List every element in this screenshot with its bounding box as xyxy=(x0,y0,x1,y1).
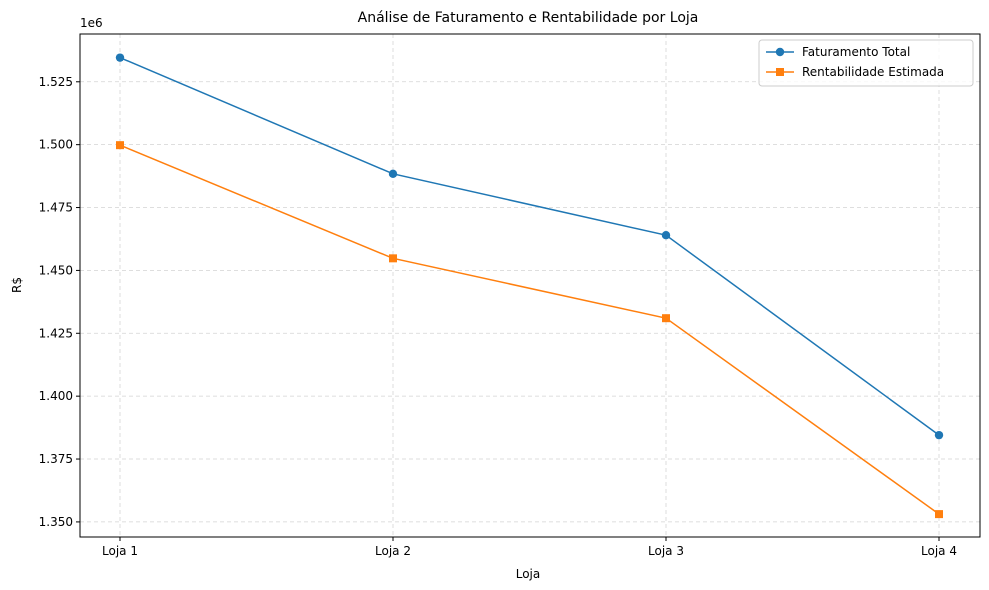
x-tick-label: Loja 4 xyxy=(921,544,957,558)
y-tick-label: 1.450 xyxy=(39,263,73,277)
data-series xyxy=(115,53,944,519)
chart-title: Análise de Faturamento e Rentabilidade p… xyxy=(358,10,699,26)
legend-label: Rentabilidade Estimada xyxy=(802,65,944,79)
plot-area-frame xyxy=(79,33,981,538)
y-tick-label: 1.375 xyxy=(39,452,73,466)
data-point-circle xyxy=(661,231,671,240)
y-tick-label: 1.500 xyxy=(39,138,73,152)
legend-label: Faturamento Total xyxy=(802,45,910,59)
y-axis-offset-text: 1e6 xyxy=(80,16,103,30)
data-point-circle xyxy=(934,430,944,440)
data-point-square xyxy=(116,141,124,150)
gridlines xyxy=(80,34,980,537)
y-tick-label: 1.425 xyxy=(39,326,73,340)
y-tick-label: 1.475 xyxy=(39,201,73,215)
data-point-circle xyxy=(115,53,125,62)
legend-marker-square xyxy=(776,68,784,76)
data-point-square xyxy=(389,254,397,263)
legend-marker-circle xyxy=(775,47,785,57)
legend: Faturamento Total Rentabilidade Estimada xyxy=(758,39,974,87)
axis-ticks: 1.350 1.375 1.400 1.425 1.450 1.475 1.500 1.525… xyxy=(39,75,957,558)
data-point-circle xyxy=(388,169,398,179)
series-line xyxy=(119,56,940,436)
x-tick-label: Loja 3 xyxy=(648,544,684,558)
y-axis-label: R$ xyxy=(10,277,24,293)
legend-box xyxy=(758,39,974,87)
x-tick-label: Loja 2 xyxy=(375,544,411,558)
y-tick-label: 1.525 xyxy=(39,75,73,89)
y-tick-label: 1.400 xyxy=(39,389,73,403)
data-point-square xyxy=(935,510,943,519)
data-point-square xyxy=(662,314,670,323)
x-axis-label: Loja xyxy=(516,567,541,581)
y-tick-label: 1.350 xyxy=(39,515,73,529)
series-line xyxy=(119,144,940,515)
x-tick-label: Loja 1 xyxy=(102,544,138,558)
